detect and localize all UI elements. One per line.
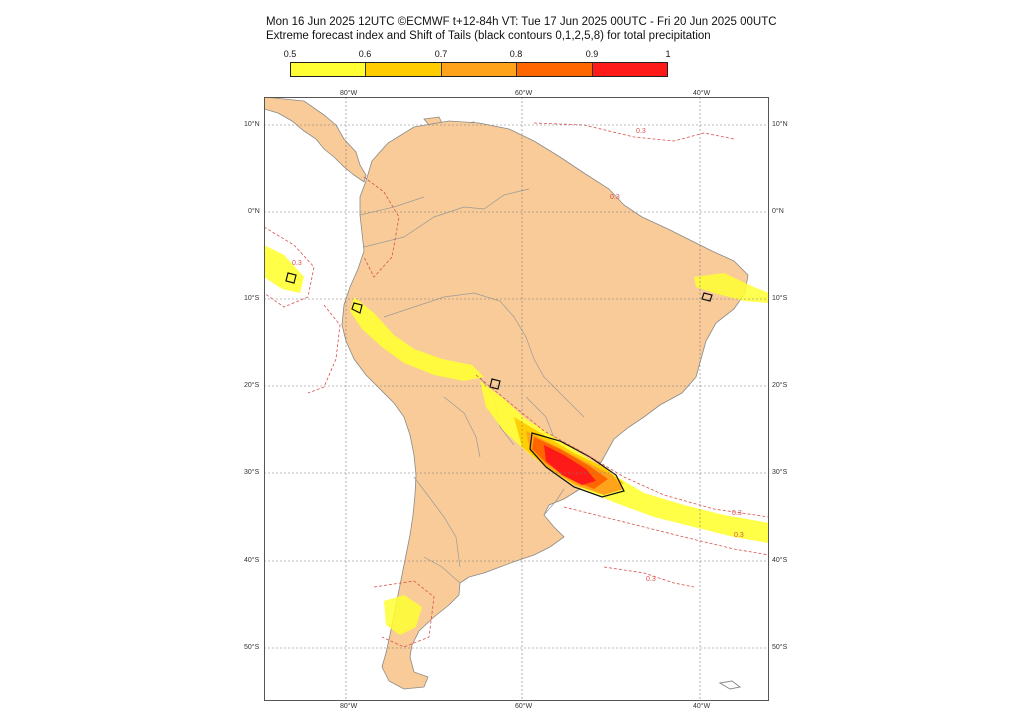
efi-band-yellow (350, 297, 484, 381)
lat-tick-right: 10°N (772, 121, 788, 128)
lat-tick-left: 20°S (244, 382, 260, 389)
lon-tick-top: 80°W (340, 90, 358, 97)
falkland-islands (718, 680, 742, 690)
efi-core (544, 445, 596, 485)
colorbar-label: 0.9 (585, 49, 599, 59)
contour-label: 0.3 (734, 532, 744, 539)
lon-tick-bottom: 40°W (693, 703, 711, 710)
contour-label: 0.3 (732, 510, 742, 517)
sot-contours (285, 272, 713, 498)
lat-tick-left: 50°S (244, 644, 260, 651)
lon-tick-bottom: 80°W (340, 703, 358, 710)
map-frame (264, 97, 769, 701)
colorbar-bin (366, 63, 442, 76)
efi-ne-brazil (694, 273, 769, 303)
efi-0p3-contours (264, 122, 769, 648)
colorbar-bin (291, 63, 367, 76)
south-america-landmass (341, 120, 749, 690)
lat-tick-left: 40°S (244, 557, 260, 564)
efi-map: 0.3 0.3 0.3 0.3 0.3 0.3 (264, 97, 769, 701)
chart-title-line-1: Mon 16 Jun 2025 12UTC ©ECMWF t+12-84h VT… (266, 16, 777, 28)
contour-labels: 0.3 0.3 0.3 0.3 0.3 0.3 (292, 128, 744, 583)
colorbar-label: 0.7 (434, 49, 448, 59)
efi-patagonia (384, 595, 422, 635)
contour-label: 0.3 (636, 128, 646, 135)
lat-tick-right: 50°S (772, 644, 788, 651)
contour-label: 0.3 (292, 260, 302, 267)
lat-tick-left: 30°S (244, 469, 260, 476)
colorbar-label: 0.6 (358, 49, 372, 59)
efi-band-yellow (480, 381, 769, 543)
lat-tick-right: 20°S (772, 382, 788, 389)
lat-tick-left: 10°S (244, 295, 260, 302)
colorbar-label: 1 (665, 49, 671, 59)
chart-title-line-2: Extreme forecast index and Shift of Tail… (266, 30, 711, 42)
lat-tick-right: 30°S (772, 469, 788, 476)
lat-tick-right: 0°N (772, 208, 784, 215)
colorbar-label: 0.8 (509, 49, 523, 59)
lat-tick-right: 10°S (772, 295, 788, 302)
lat-tick-right: 40°S (772, 557, 788, 564)
lat-tick-left: 10°N (244, 121, 260, 128)
lon-tick-top: 40°W (693, 90, 711, 97)
graticule (264, 97, 769, 701)
contour-label: 0.3 (646, 576, 656, 583)
colorbar-bin (517, 63, 593, 76)
colorbar-label: 0.5 (283, 49, 297, 59)
colorbar-bin (592, 63, 668, 76)
lat-tick-left: 0°N (248, 208, 260, 215)
colorbar-bin (441, 63, 518, 76)
lon-tick-bottom: 60°W (515, 703, 533, 710)
colorbar-scale (290, 62, 668, 77)
contour-label: 0.3 (610, 194, 620, 201)
lon-tick-top: 60°W (515, 90, 533, 97)
